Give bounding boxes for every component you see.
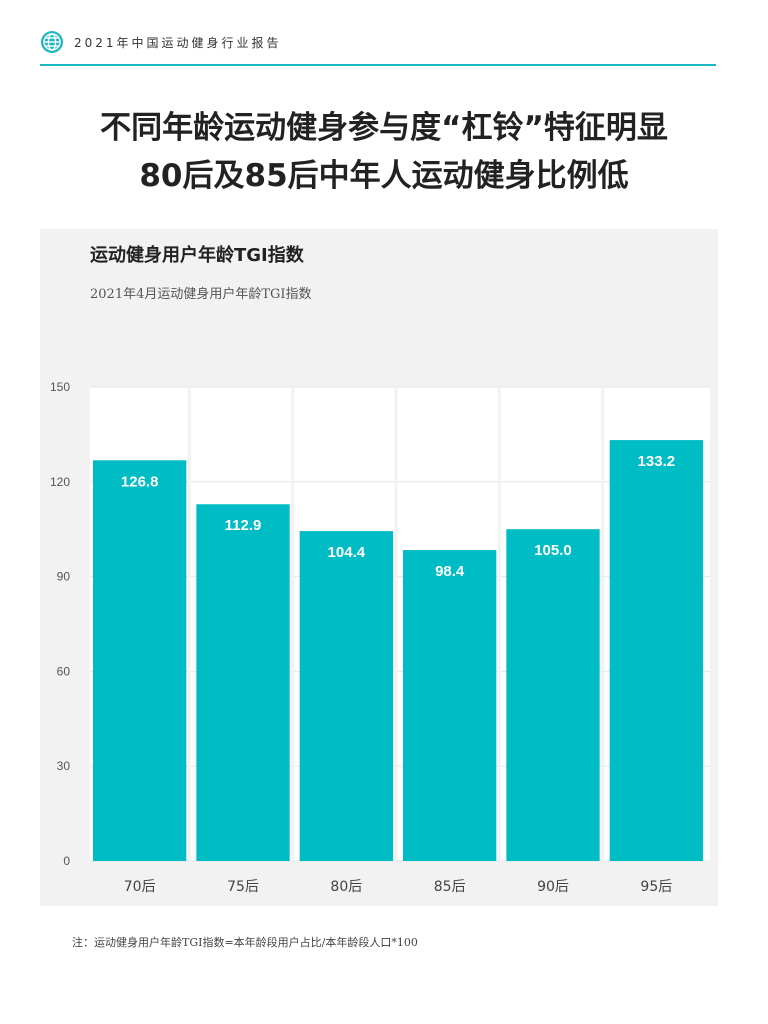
headline-line-1: 不同年龄运动健身参与度“杠铃”特征明显 <box>100 110 668 146</box>
bar-value-label: 105.0 <box>534 542 572 559</box>
bar <box>506 529 600 861</box>
report-header: 2021年中国运动健身行业报告 <box>40 28 716 66</box>
y-tick-label: 120 <box>50 475 70 489</box>
bar-chart: 0 30 60 90 120 150 126.8 70后 112.9 75后 104.4 80后 98.… <box>50 380 710 895</box>
page-headline: 不同年龄运动健身参与度“杠铃”特征明显 80后及85后中年人运动健身比例低 <box>0 104 768 200</box>
footnote: 注：运动健身用户年龄TGI指数=本年龄段用户占比/本年龄段人口*100 <box>72 936 418 949</box>
chart-subtitle: 2021年4月运动健身用户年龄TGI指数 <box>90 287 312 302</box>
plot-area <box>90 387 710 861</box>
x-tick-label: 95后 <box>640 879 672 895</box>
y-tick-label: 150 <box>50 380 70 394</box>
y-tick-label: 60 <box>57 664 71 678</box>
x-tick-label: 70后 <box>124 879 156 895</box>
bar-value-label: 133.2 <box>638 453 676 470</box>
x-tick-label: 90后 <box>537 879 569 895</box>
bar <box>299 531 393 861</box>
report-title: 2021年中国运动健身行业报告 <box>74 36 282 50</box>
chart-panel: 运动健身用户年龄TGI指数 2021年4月运动健身用户年龄TGI指数 0 30 60… <box>40 229 718 906</box>
x-tick-label: 80后 <box>330 879 362 895</box>
y-tick-label: 30 <box>57 759 71 773</box>
bar-value-label: 126.8 <box>121 473 159 490</box>
bar <box>609 440 703 861</box>
bar <box>93 460 187 861</box>
bar <box>403 550 497 861</box>
x-tick-label: 85后 <box>434 879 466 895</box>
bar-value-label: 112.9 <box>225 517 262 534</box>
bar <box>196 504 290 861</box>
headline-line-2: 80后及85后中年人运动健身比例低 <box>139 158 629 194</box>
globe-icon <box>41 31 63 53</box>
bar-value-label: 104.4 <box>328 544 366 561</box>
x-tick-label: 75后 <box>227 879 259 895</box>
y-tick-label: 90 <box>57 570 71 584</box>
y-tick-label: 0 <box>63 854 70 868</box>
chart-title: 运动健身用户年龄TGI指数 <box>90 245 304 266</box>
bar-value-label: 98.4 <box>435 563 465 580</box>
